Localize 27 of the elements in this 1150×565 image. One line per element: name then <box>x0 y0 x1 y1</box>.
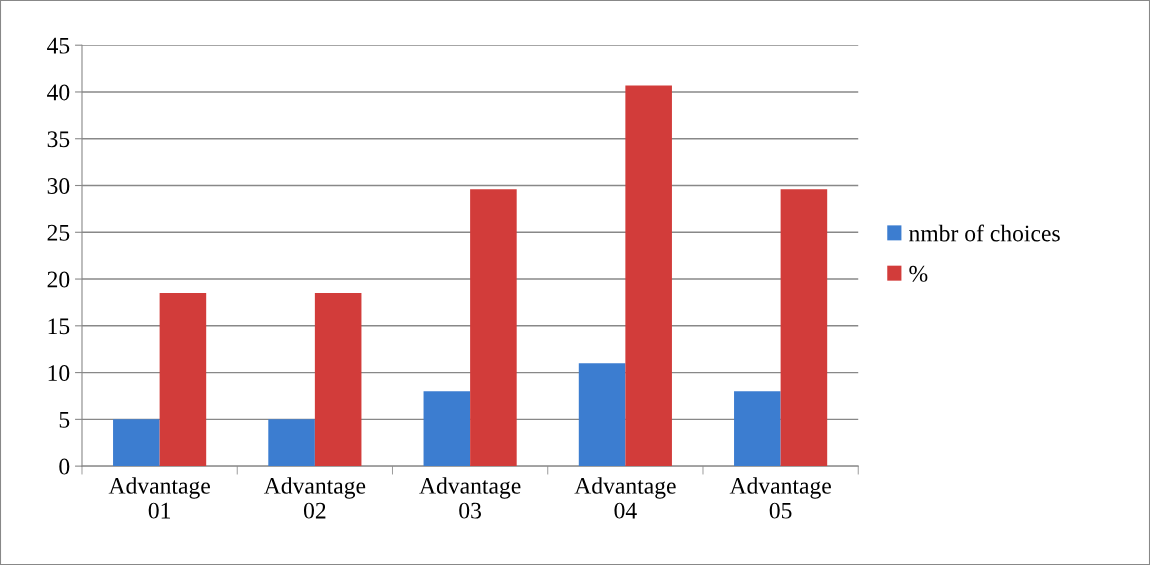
y-tick-label: 35 <box>47 131 70 148</box>
bar <box>423 391 471 467</box>
bar <box>268 419 315 467</box>
bar <box>625 85 672 467</box>
y-tick-label: 45 <box>47 37 70 54</box>
x-tick-label: Advantage 01 <box>108 477 210 519</box>
y-tick-label: 15 <box>48 318 70 335</box>
bar <box>113 419 160 467</box>
y-tick-label: 40 <box>47 84 70 101</box>
y-tick-label: 20 <box>47 271 70 288</box>
bar <box>578 363 626 467</box>
bar <box>159 293 207 467</box>
y-tick-label: 10 <box>48 365 70 382</box>
y-tick-label: 25 <box>47 224 70 241</box>
legend-label: % <box>909 265 928 282</box>
x-tick-label: Advantage 05 <box>729 477 831 519</box>
y-tick-label: 30 <box>47 178 70 194</box>
y-tick-label: 0 <box>59 458 70 475</box>
bar <box>780 189 828 467</box>
bar <box>470 189 517 467</box>
x-tick-label: Advantage 03 <box>419 477 521 519</box>
legend-label: nmbr of choices <box>909 224 1060 242</box>
bar <box>314 293 362 467</box>
y-tick-label: 5 <box>59 412 70 428</box>
bar <box>734 391 781 467</box>
x-tick-label: Advantage 02 <box>263 477 366 519</box>
x-tick-label: Advantage 04 <box>574 477 676 519</box>
